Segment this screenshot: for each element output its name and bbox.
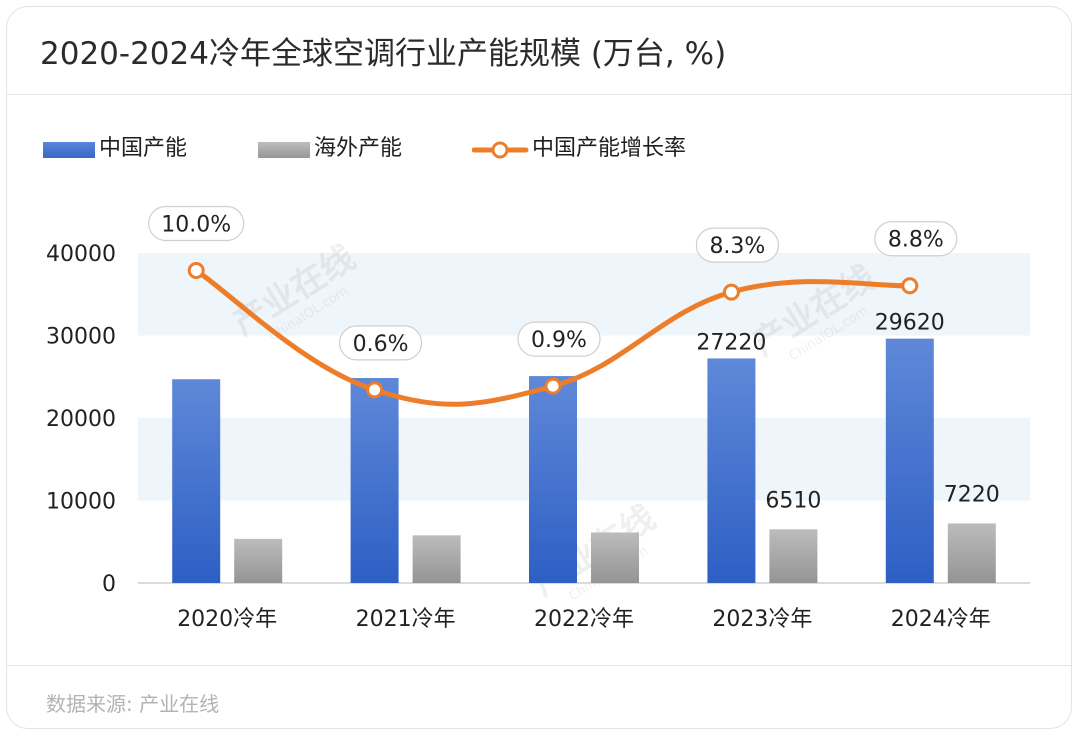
- x-category-label: 2022冷年: [534, 607, 634, 632]
- growth-rate-point: [722, 283, 740, 301]
- legend-label-china-capacity: 中国产能: [99, 136, 188, 161]
- data-source-note: 数据来源: 产业在线: [46, 692, 220, 716]
- growth-rate-point: [544, 377, 562, 395]
- y-tick-label: 40000: [46, 242, 116, 267]
- y-tick-label: 30000: [46, 325, 116, 350]
- legend-label-overseas-capacity: 海外产能: [314, 136, 403, 161]
- x-category-label: 2023冷年: [712, 607, 812, 632]
- x-category-label: 2020冷年: [177, 607, 277, 632]
- data-label-china-capacity: 29620: [875, 311, 945, 336]
- growth-rate-point: [901, 277, 919, 295]
- bar-overseas-capacity: [591, 532, 639, 583]
- bar-china-capacity: [885, 338, 934, 583]
- bar-overseas-capacity: [769, 529, 818, 583]
- x-category-label: 2021冷年: [356, 607, 456, 632]
- y-tick-label: 10000: [46, 490, 116, 515]
- bar-china-capacity: [529, 376, 577, 583]
- bar-china-capacity: [350, 377, 399, 583]
- bar-overseas-capacity: [412, 535, 461, 583]
- data-label-overseas-capacity: 6510: [765, 488, 821, 513]
- y-tick-label: 20000: [46, 407, 116, 432]
- growth-rate-point: [187, 261, 205, 279]
- data-label-overseas-capacity: 7220: [944, 482, 1000, 507]
- y-tick-label: 0: [102, 572, 116, 597]
- bar-china-capacity: [172, 379, 221, 583]
- growth-rate-label: 10.0%: [161, 212, 231, 237]
- bar-overseas-capacity: [947, 523, 996, 583]
- footer-divider: [6, 665, 1072, 666]
- x-category-label: 2024冷年: [891, 607, 991, 632]
- growth-rate-label: 8.8%: [888, 228, 944, 253]
- legend-swatch-growth-rate: [472, 141, 529, 159]
- bar-overseas-capacity: [234, 538, 283, 583]
- growth-rate-label-bubble: [339, 325, 423, 361]
- legend-label-growth-rate: 中国产能增长率: [532, 136, 687, 161]
- growth-rate-label-bubble: [874, 221, 958, 257]
- header-divider: [6, 94, 1072, 95]
- data-label-china-capacity: 27220: [696, 330, 766, 355]
- growth-rate-label-bubble: [148, 205, 245, 242]
- growth-rate-label: 0.9%: [531, 328, 587, 353]
- legend-swatch-overseas-capacity: [258, 142, 310, 158]
- growth-rate-point: [366, 381, 384, 399]
- chart-title: 2020-2024冷年全球空调行业产能规模 (万台, %): [40, 36, 727, 72]
- bar-china-capacity: [707, 358, 756, 583]
- growth-rate-label-bubble: [517, 321, 601, 357]
- growth-rate-label: 8.3%: [709, 234, 765, 259]
- growth-rate-label-bubble: [695, 227, 780, 263]
- legend-swatch-china-capacity: [43, 142, 95, 158]
- grid-band: [138, 418, 1030, 501]
- growth-rate-label: 0.6%: [353, 332, 409, 357]
